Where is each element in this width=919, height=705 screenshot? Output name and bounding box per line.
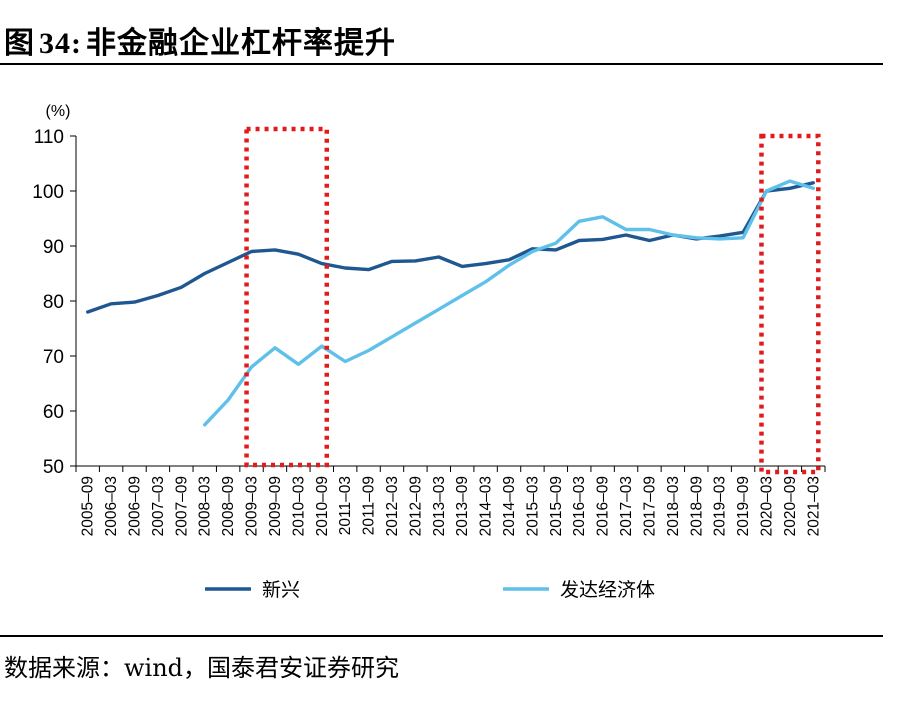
y-unit-label: (%)	[46, 103, 71, 120]
series-line-developed	[203, 179, 815, 427]
y-tick-label: 100	[32, 182, 64, 203]
x-tick-label: 2019–09	[735, 476, 752, 536]
x-tick-label: 2013–03	[431, 476, 448, 536]
y-tick-label: 60	[43, 402, 64, 423]
x-tick-label: 2012–09	[407, 476, 424, 536]
x-tick-label: 2011–03	[337, 476, 354, 535]
x-tick-label: 2021–03	[805, 476, 822, 536]
x-tick-label: 2005–09	[80, 476, 97, 536]
x-tick-label: 2009–09	[267, 476, 284, 536]
x-tick-label: 2012–03	[384, 476, 401, 536]
highlight-box	[759, 133, 821, 475]
x-tick-label: 2014–03	[478, 476, 495, 536]
x-tick-label: 2006–03	[103, 476, 120, 536]
x-tick-label: 2017–03	[618, 476, 635, 536]
x-tick-label: 2016–03	[571, 476, 588, 536]
x-tick-label: 2010–09	[314, 476, 331, 536]
x-tick-label: 2006–09	[127, 476, 144, 536]
series-line-emerging	[86, 181, 815, 314]
x-tick-label: 2013–09	[454, 476, 471, 536]
x-tick-label: 2020–09	[782, 476, 799, 536]
x-tick-label: 2020–03	[758, 476, 775, 536]
highlight-box	[244, 126, 330, 468]
figure-title: 图 34: 非金融企业杠杆率提升	[4, 18, 396, 62]
y-tick-label: 70	[43, 347, 64, 368]
x-tick-label: 2007–09	[173, 476, 190, 536]
source-divider	[0, 635, 883, 637]
x-tick-label: 2014–09	[501, 476, 518, 536]
x-tick-label: 2016–09	[595, 476, 612, 536]
x-tick-label: 2009–03	[244, 476, 261, 536]
legend-developed-label: 发达经济体	[560, 579, 655, 601]
legend-emerging-label: 新兴	[262, 579, 300, 601]
x-tick-label: 2018–03	[665, 476, 682, 536]
y-tick-label: 80	[43, 292, 64, 313]
data-source: 数据来源：wind，国泰君安证券研究	[4, 654, 400, 682]
y-tick-label: 90	[43, 237, 64, 258]
x-tick-label: 2007–03	[150, 476, 167, 536]
y-tick-label: 50	[43, 457, 64, 478]
x-tick-label: 2015–09	[548, 476, 565, 536]
x-tick-label: 2011–09	[361, 476, 378, 535]
x-tick-label: 2008–03	[197, 476, 214, 536]
figure-title-prefix: 图	[4, 26, 35, 61]
x-tick-label: 2018–09	[688, 476, 705, 536]
figure-title-number: 34:	[39, 27, 82, 60]
x-tick-label: 2008–09	[220, 476, 237, 536]
y-tick-label: 110	[34, 127, 64, 148]
x-tick-label: 2010–03	[290, 476, 307, 536]
title-divider	[0, 63, 883, 65]
x-tick-label: 2019–03	[712, 476, 729, 536]
x-tick-label: 2017–09	[641, 476, 658, 536]
x-tick-label: 2015–03	[524, 476, 541, 536]
figure-title-text: 非金融企业杠杆率提升	[86, 26, 396, 61]
